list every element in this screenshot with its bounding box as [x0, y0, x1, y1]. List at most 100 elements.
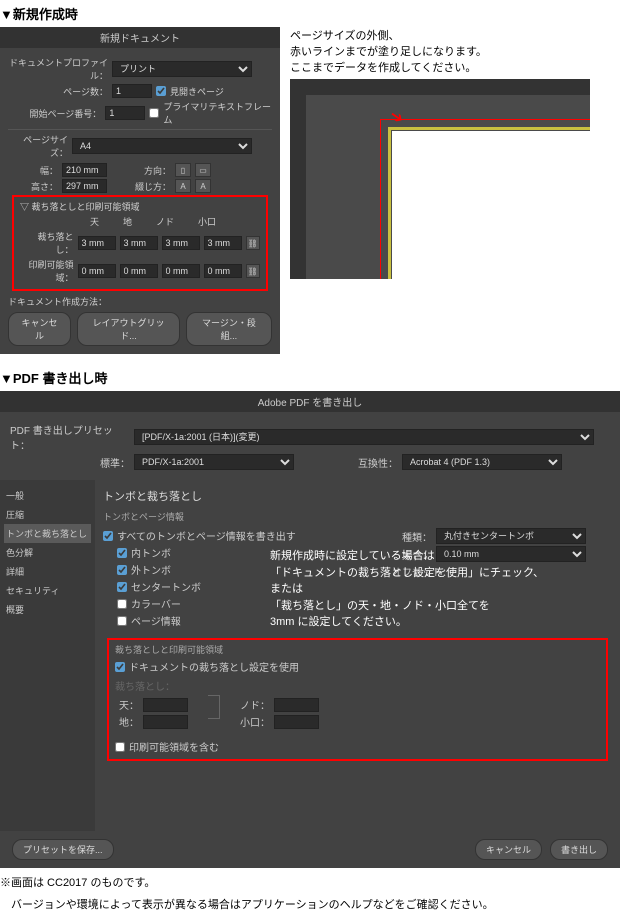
- preset-select[interactable]: [PDF/X-1a:2001 (日本)](変更): [134, 429, 594, 445]
- reg-cb[interactable]: [117, 582, 127, 592]
- reg-label: センタートンボ: [131, 579, 201, 594]
- nav-color[interactable]: 色分解: [4, 543, 91, 562]
- margin-button[interactable]: マージン・段組...: [186, 312, 272, 346]
- facing-checkbox[interactable]: [156, 86, 166, 96]
- profile-select[interactable]: プリント: [112, 61, 252, 77]
- link-slug-icon[interactable]: ⛓: [246, 264, 260, 278]
- portrait-icon[interactable]: ▯: [175, 163, 191, 177]
- pdf-bleed-outside: [274, 715, 319, 729]
- save-preset-button[interactable]: プリセットを保存...: [12, 839, 114, 860]
- width-label: 幅：: [8, 164, 58, 177]
- pdf-bleed-highlight: 裁ち落としと印刷可能領域 ドキュメントの裁ち落とし設定を使用 裁ち落とし： 天：…: [107, 638, 608, 761]
- bleed-preview: ➔: [290, 79, 590, 279]
- link-icon: [208, 695, 220, 719]
- create-method-label: ドキュメント作成方法：: [8, 295, 272, 308]
- nav-compress[interactable]: 圧縮: [4, 505, 91, 524]
- pdf-export-dialog: Adobe PDF を書き出し PDF 書き出しプリセット： [PDF/X-1a…: [0, 391, 620, 868]
- preset-label: PDF 書き出しプリセット：: [10, 422, 130, 452]
- pdf-title: Adobe PDF を書き出し: [0, 391, 620, 412]
- bleed-inside[interactable]: [162, 236, 200, 250]
- crop-cb[interactable]: [117, 548, 127, 558]
- bleed-subtitle: 裁ち落とし：: [115, 678, 600, 693]
- includeslug-cb[interactable]: [115, 742, 125, 752]
- export-button[interactable]: 書き出し: [550, 839, 608, 860]
- bleed-label: 裁ち落とし：: [20, 230, 74, 256]
- footer-note2: バージョンや環境によって表示が異なる場合はアプリケーションのヘルプなどをご確認く…: [0, 896, 629, 912]
- includeslug-label: 印刷可能領域を含む: [129, 739, 219, 754]
- pdf-bottom-lbl: 地：: [115, 714, 139, 729]
- slug-top[interactable]: [78, 264, 116, 278]
- startpage-label: 開始ページ番号：: [8, 107, 101, 120]
- bleed-section-label: 裁ち落としと印刷可能領域: [32, 202, 140, 212]
- primarytf-label: プライマリテキストフレーム: [163, 100, 272, 126]
- pagesize-select[interactable]: A4: [72, 138, 252, 154]
- colorbar-label: カラーバー: [131, 596, 181, 611]
- footer-note1: ※画面は CC2017 のものです。: [0, 874, 629, 890]
- link-bleed-icon[interactable]: ⛓: [246, 236, 260, 250]
- landscape-icon[interactable]: ▭: [195, 163, 211, 177]
- binding-label: 綴じ方：: [131, 180, 171, 193]
- nav-marks[interactable]: トンボと裁ち落とし: [4, 524, 91, 543]
- startpage-input[interactable]: [105, 106, 145, 120]
- bind-left-icon[interactable]: A: [175, 179, 191, 193]
- primarytf-checkbox[interactable]: [149, 108, 159, 118]
- orient-label: 方向：: [131, 164, 171, 177]
- content-title: トンボと裁ち落とし: [103, 488, 612, 504]
- slug-inside[interactable]: [162, 264, 200, 278]
- pdf-top-lbl: 天：: [115, 697, 139, 712]
- usedoc-cb[interactable]: [115, 662, 125, 672]
- col-top: 天: [90, 215, 99, 228]
- layout-grid-button[interactable]: レイアウトグリッド...: [77, 312, 180, 346]
- pagesize-label: ページサイズ：: [8, 133, 68, 159]
- type-select[interactable]: 丸付きセンタートンボ: [436, 528, 586, 544]
- marks-group-title: トンボとページ情報: [103, 510, 612, 523]
- section2-title: ▼PDF 書き出し時: [0, 368, 629, 387]
- compat-label: 互換性：: [298, 455, 398, 470]
- pdf-bleed-top: [143, 698, 188, 712]
- preview-annot-3: ここまでデータを作成してください。: [290, 59, 600, 75]
- facing-label: 見開きページ: [170, 85, 224, 98]
- colorbar-cb[interactable]: [117, 599, 127, 609]
- slug-bottom[interactable]: [120, 264, 158, 278]
- nav-security[interactable]: セキュリティ: [4, 581, 91, 600]
- allmarks-cb[interactable]: [103, 531, 113, 541]
- pages-input[interactable]: [112, 84, 152, 98]
- pageinfo-cb[interactable]: [117, 616, 127, 626]
- height-input[interactable]: [62, 179, 107, 193]
- bleedmark-label: 外トンボ: [131, 562, 171, 577]
- weight-select[interactable]: 0.10 mm: [436, 546, 586, 562]
- nav-general[interactable]: 一般: [4, 486, 91, 505]
- slug-label: 印刷可能領域：: [20, 258, 74, 284]
- new-document-dialog: 新規ドキュメント ドキュメントプロファイル： プリント ページ数： 見開きページ…: [0, 27, 280, 354]
- pages-label: ページ数：: [8, 85, 108, 98]
- nav-summary[interactable]: 概要: [4, 600, 91, 619]
- offset-label: オフセット：: [392, 564, 452, 579]
- nav-detail[interactable]: 詳細: [4, 562, 91, 581]
- pdf-cancel-button[interactable]: キャンセル: [475, 839, 542, 860]
- bleed-outside[interactable]: [204, 236, 242, 250]
- width-input[interactable]: [62, 163, 107, 177]
- col-inside: ノド: [156, 215, 174, 228]
- usedoc-label: ドキュメントの裁ち落とし設定を使用: [129, 659, 299, 674]
- section1-title: ▼新規作成時: [0, 4, 629, 23]
- dialog-title: 新規ドキュメント: [0, 27, 280, 48]
- bleed-bottom[interactable]: [120, 236, 158, 250]
- slug-outside[interactable]: [204, 264, 242, 278]
- col-outside: 小口: [198, 215, 216, 228]
- preview-annot-2: 赤いラインまでが塗り足しになります。: [290, 43, 600, 59]
- pdf-inside-lbl: ノド：: [240, 697, 270, 712]
- pageinfo-label: ページ情報: [131, 613, 181, 628]
- cancel-button[interactable]: キャンセル: [8, 312, 71, 346]
- pdf-bleed-bottom: [143, 715, 188, 729]
- bleedmark-cb[interactable]: [117, 565, 127, 575]
- col-bottom: 地: [123, 215, 132, 228]
- bleed-top[interactable]: [78, 236, 116, 250]
- compat-select[interactable]: Acrobat 4 (PDF 1.3): [402, 454, 562, 470]
- bleed-highlight-box: ▽ 裁ち落としと印刷可能領域 天 地 ノド 小口 裁ち落とし： ⛓ 印刷可能領域…: [12, 195, 268, 291]
- pdf-nav: 一般 圧縮 トンボと裁ち落とし 色分解 詳細 セキュリティ 概要: [0, 480, 95, 831]
- bind-right-icon[interactable]: A: [195, 179, 211, 193]
- standard-select[interactable]: PDF/X-1a:2001: [134, 454, 294, 470]
- pdf-bleed-inside: [274, 698, 319, 712]
- weight-label: 太さ：: [392, 547, 432, 562]
- preview-annot-1: ページサイズの外側、: [290, 27, 600, 43]
